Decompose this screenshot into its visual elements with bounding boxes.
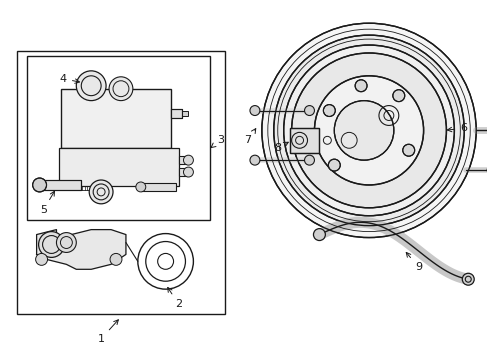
- Bar: [27, 56, 210, 220]
- Text: 3: 3: [211, 135, 223, 148]
- Text: 1: 1: [98, 320, 118, 344]
- Circle shape: [461, 273, 473, 285]
- Circle shape: [273, 35, 463, 226]
- Circle shape: [262, 23, 475, 238]
- Circle shape: [76, 71, 106, 100]
- Circle shape: [183, 167, 193, 177]
- Circle shape: [249, 105, 259, 116]
- Bar: [178, 156, 188, 164]
- Circle shape: [304, 105, 314, 116]
- Bar: [289, 129, 319, 153]
- Text: 8: 8: [274, 142, 288, 153]
- Circle shape: [39, 231, 64, 257]
- Circle shape: [33, 178, 46, 192]
- Bar: [37, 180, 81, 190]
- Polygon shape: [37, 230, 126, 269]
- Text: 9: 9: [406, 252, 421, 272]
- Circle shape: [109, 77, 133, 100]
- Circle shape: [110, 253, 122, 265]
- Circle shape: [392, 90, 404, 102]
- Bar: [178, 168, 188, 176]
- Bar: [289, 129, 319, 153]
- Circle shape: [89, 180, 113, 204]
- Bar: [61, 89, 170, 148]
- Circle shape: [36, 253, 47, 265]
- Circle shape: [313, 229, 325, 240]
- Circle shape: [323, 105, 335, 117]
- Circle shape: [334, 100, 393, 160]
- Bar: [17, 51, 224, 314]
- Bar: [60, 148, 178, 186]
- Bar: [170, 109, 182, 118]
- Bar: [170, 109, 182, 118]
- Bar: [141, 183, 175, 191]
- Text: 2: 2: [167, 287, 182, 309]
- Circle shape: [183, 155, 193, 165]
- Circle shape: [402, 144, 414, 156]
- Text: 7: 7: [244, 129, 255, 145]
- Circle shape: [283, 45, 453, 216]
- Circle shape: [56, 233, 76, 252]
- Bar: [182, 111, 188, 117]
- Text: 4: 4: [60, 74, 80, 84]
- Circle shape: [354, 80, 366, 92]
- Circle shape: [291, 53, 446, 208]
- Circle shape: [136, 182, 145, 192]
- Circle shape: [327, 159, 340, 171]
- Circle shape: [249, 155, 259, 165]
- Text: 6: 6: [447, 123, 466, 134]
- Bar: [37, 180, 81, 190]
- Text: 5: 5: [40, 191, 54, 215]
- Circle shape: [486, 166, 488, 174]
- Circle shape: [304, 155, 314, 165]
- Circle shape: [314, 76, 423, 185]
